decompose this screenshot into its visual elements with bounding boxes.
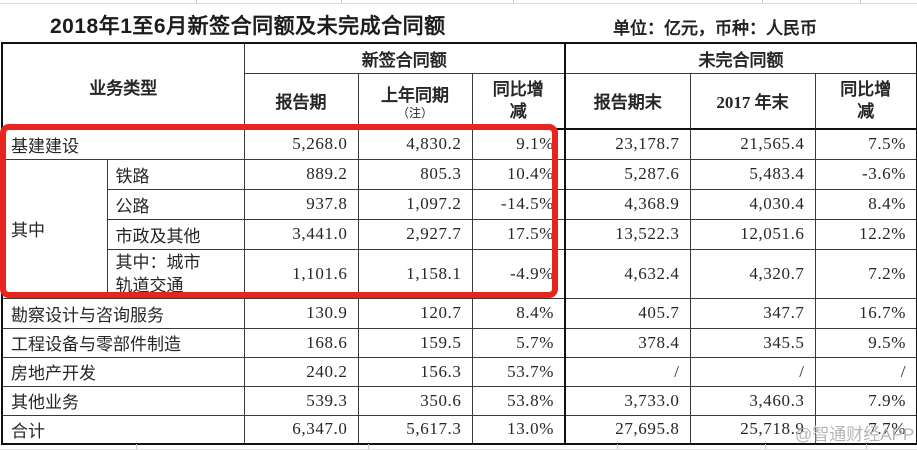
contract-amount-table: 业务类型 新签合同额 未完合同额 报告期 上年同期 （注） 同比增减 报告期末 2… (1, 42, 917, 445)
cell-report-period-end: 378.4 (564, 327, 691, 358)
cell-yoy-unfinished: 16.7% (814, 297, 917, 329)
cell-2017-end: 347.7 (689, 297, 816, 329)
header-2017-year-end: 2017 年末 (689, 72, 816, 130)
cell-prior-year: 2,927.7 (357, 218, 473, 250)
cell-2017-end: 12,051.6 (689, 218, 816, 250)
cell-prior-year: 350.6 (357, 385, 473, 416)
table-row-railway: 其中 铁路 889.2 805.3 10.4% 5,287.6 5,483.4 … (1, 158, 917, 299)
cell-prior-year: 5,617.3 (357, 414, 473, 445)
cell-prior-year: 1,097.2 (357, 188, 473, 220)
cell-report-period-end: 13,522.3 (564, 218, 691, 250)
table-row-highway: 公路 937.8 1,097.2 -14.5% 4,368.9 4,030.4 … (2, 188, 917, 220)
table-row-equipment-manufacturing: 工程设备与零部件制造 168.6 159.5 5.7% 378.4 345.5 … (1, 327, 917, 358)
cell-report-period: 130.9 (243, 297, 359, 329)
cell-prior-year: 1,158.1 (357, 248, 473, 299)
header-group-unfinished-contracts: 未完合同额 (564, 42, 917, 74)
header-yoy-change-unfinished: 同比增减 (814, 72, 917, 130)
cell-2017-end: 4,320.7 (689, 248, 816, 299)
row-label: 基建建设 (1, 128, 245, 160)
cell-report-period-end: 4,368.9 (564, 188, 691, 220)
row-label: 其他业务 (1, 385, 245, 416)
cell-yoy-unfinished: 7.7% (814, 414, 917, 445)
cell-prior-year: 159.5 (357, 327, 473, 358)
table-row-survey-design: 勘察设计与咨询服务 130.9 120.7 8.4% 405.7 347.7 1… (1, 297, 917, 329)
cell-yoy-unfinished: -3.6% (814, 158, 917, 190)
cell-prior-year: 156.3 (357, 356, 473, 387)
cell-2017-end: / (689, 356, 816, 387)
header-note-mark: （注） (396, 106, 433, 121)
cell-yoy-new: 53.7% (471, 356, 566, 387)
row-sublabel: 市政及其他 (106, 218, 245, 250)
table-row-municipal: 市政及其他 3,441.0 2,927.7 17.5% 13,522.3 12,… (2, 218, 917, 250)
cell-report-period-end: 23,178.7 (564, 128, 691, 160)
row-label: 房地产开发 (1, 356, 245, 387)
cell-report-period: 240.2 (243, 356, 359, 387)
header-report-period-end: 报告期末 (564, 72, 691, 130)
table-row-infrastructure: 基建建设 5,268.0 4,830.2 9.1% 23,178.7 21,56… (1, 128, 917, 160)
cell-report-period-end: 5,287.6 (564, 158, 691, 190)
cell-report-period: 539.3 (243, 385, 359, 416)
page-title: 2018年1至6月新签合同额及未完成合同额 (50, 15, 446, 38)
cell-2017-end: 4,030.4 (689, 188, 816, 220)
cell-yoy-new: 13.0% (471, 414, 566, 445)
cell-yoy-new: 5.7% (471, 327, 566, 358)
row-label: 合计 (1, 414, 245, 445)
cell-report-period: 3,441.0 (243, 218, 359, 250)
header-prior-year-period: 上年同期 （注） (357, 72, 473, 130)
row-label: 工程设备与零部件制造 (1, 327, 245, 358)
unit-currency-note: 单位：亿元，币种：人民币 (613, 19, 817, 38)
cell-report-period-end: 27,695.8 (564, 414, 691, 445)
table-row-urban-rail: 其中：城市轨道交通 1,101.6 1,158.1 -4.9% 4,632.4 … (2, 248, 917, 299)
cell-report-period: 937.8 (243, 188, 359, 220)
cell-report-period: 1,101.6 (243, 248, 359, 299)
cell-report-period-end: / (564, 356, 691, 387)
cell-2017-end: 345.5 (689, 327, 816, 358)
cell-report-period-end: 405.7 (564, 297, 691, 329)
cell-yoy-new: 17.5% (471, 218, 566, 250)
cell-yoy-new: 10.4% (471, 158, 566, 190)
table-row-total: 合计 6,347.0 5,617.3 13.0% 27,695.8 25,718… (1, 414, 917, 445)
header-group-new-contracts: 新签合同额 (243, 42, 566, 74)
row-sublabel: 其中：城市轨道交通 (106, 248, 245, 299)
cell-yoy-unfinished: 7.9% (814, 385, 917, 416)
cell-report-period: 5,268.0 (243, 128, 359, 160)
cell-prior-year: 120.7 (357, 297, 473, 329)
cell-yoy-unfinished: / (814, 356, 917, 387)
cell-yoy-new: 9.1% (471, 128, 566, 160)
cell-report-period-end: 3,733.0 (564, 385, 691, 416)
row-label: 勘察设计与咨询服务 (1, 297, 245, 329)
cell-2017-end: 21,565.4 (689, 128, 816, 160)
spreadsheet-gridline-top (0, 0, 917, 4)
row-sublabel: 公路 (106, 188, 245, 220)
table-row-real-estate: 房地产开发 240.2 156.3 53.7% / / / (1, 356, 917, 387)
cell-report-period: 168.6 (243, 327, 359, 358)
cell-yoy-unfinished: 12.2% (814, 218, 917, 250)
cell-prior-year: 805.3 (357, 158, 473, 190)
cell-yoy-new: 8.4% (471, 297, 566, 329)
cell-yoy-unfinished: 7.5% (814, 128, 917, 160)
header-yoy-change-new: 同比增减 (471, 72, 566, 130)
cell-yoy-unfinished: 8.4% (814, 188, 917, 220)
cell-yoy-unfinished: 7.2% (814, 248, 917, 299)
cell-yoy-new: -14.5% (471, 188, 566, 220)
watermark-zhitong-finance: @智通财经APP (795, 425, 915, 444)
among-which-label: 其中 (1, 158, 108, 299)
cell-2017-end: 3,460.3 (689, 385, 816, 416)
cell-yoy-new: 53.8% (471, 385, 566, 416)
header-business-type: 业务类型 (1, 42, 245, 130)
header-report-period: 报告期 (243, 72, 359, 130)
table-row-other-business: 其他业务 539.3 350.6 53.8% 3,733.0 3,460.3 7… (1, 385, 917, 416)
cell-2017-end: 5,483.4 (689, 158, 816, 190)
cell-2017-end: 25,718.9 (689, 414, 816, 445)
row-sublabel: 铁路 (106, 158, 245, 190)
cell-yoy-unfinished: 9.5% (814, 327, 917, 358)
cell-report-period-end: 4,632.4 (564, 248, 691, 299)
cell-prior-year: 4,830.2 (357, 128, 473, 160)
cell-report-period: 889.2 (243, 158, 359, 190)
cell-report-period: 6,347.0 (243, 414, 359, 445)
cell-yoy-new: -4.9% (471, 248, 566, 299)
